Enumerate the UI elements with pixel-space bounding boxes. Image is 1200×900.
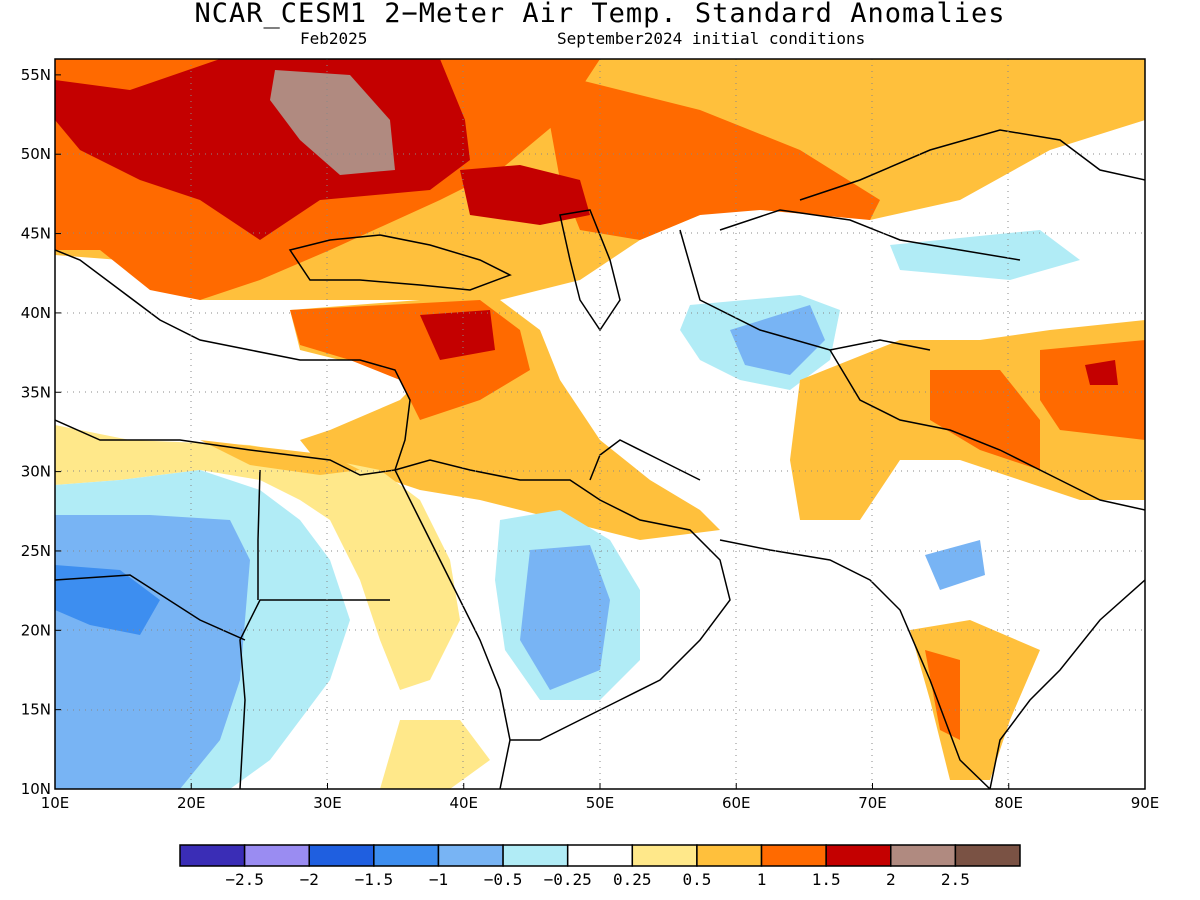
coastlines xyxy=(55,129,1145,789)
lat-tick-label: 45N xyxy=(21,225,51,243)
colorbar-swatch xyxy=(566,844,634,867)
colorbar-swatch xyxy=(437,844,504,867)
lat-tick-label: 40N xyxy=(21,304,51,322)
colorbar-swatch xyxy=(631,844,698,867)
lon-tick-label: 80E xyxy=(994,794,1023,812)
colorbar-swatch xyxy=(890,844,957,867)
colorbar-swatch xyxy=(243,844,310,867)
lat-tick-label: 15N xyxy=(21,701,51,719)
colorbar-swatch xyxy=(373,844,440,867)
colorbar-label: 0.5 xyxy=(682,870,711,889)
lon-tick-label: 30E xyxy=(313,794,342,812)
lon-tick-labels: 10E 20E 30E 40E 50E 60E 70E 80E 90E xyxy=(41,783,1160,812)
colorbar-label: −0.25 xyxy=(544,870,592,889)
colorbar-label: −1.5 xyxy=(355,870,394,889)
lat-tick-label: 25N xyxy=(21,542,51,560)
lat-tick-labels: 55N 50N 45N 40N 35N 30N 25N 20N 15N 10N xyxy=(21,66,61,798)
colorbar-swatch xyxy=(179,844,246,867)
lat-tick-label: 10N xyxy=(21,780,51,798)
colorbar-label: 2.5 xyxy=(941,870,970,889)
colorbar-swatch xyxy=(825,844,892,867)
lat-tick-label: 35N xyxy=(21,383,51,401)
lon-tick-label: 40E xyxy=(449,794,478,812)
colorbar-label: 1 xyxy=(757,870,767,889)
colorbar-label: −2.5 xyxy=(225,870,264,889)
colorbar-label: −2 xyxy=(300,870,319,889)
colorbar-swatch xyxy=(760,844,827,867)
lon-tick-label: 10E xyxy=(41,794,70,812)
colorbar-label: 1.5 xyxy=(812,870,841,889)
colorbar: −2.5 −2 −1.5 −1 −0.5 −0.25 0.25 0.5 1 1.5 2 2.5 xyxy=(179,844,1021,889)
colorbar-label: 0.25 xyxy=(613,870,652,889)
lon-tick-label: 90E xyxy=(1131,794,1160,812)
map-title: NCAR_CESM1 2−Meter Air Temp. Standard An… xyxy=(194,0,1006,29)
lon-tick-label: 70E xyxy=(858,794,887,812)
colorbar-label: 2 xyxy=(886,870,896,889)
forecast-month: Feb2025 xyxy=(300,29,368,48)
anomaly-field xyxy=(55,59,1145,789)
lon-tick-label: 50E xyxy=(586,794,615,812)
colorbar-swatch xyxy=(308,844,375,867)
colorbar-swatch xyxy=(502,844,569,867)
lat-tick-label: 55N xyxy=(21,66,51,84)
colorbar-swatch xyxy=(696,844,763,867)
lat-tick-label: 30N xyxy=(21,463,51,481)
colorbar-label: −0.5 xyxy=(484,870,523,889)
colorbar-label: −1 xyxy=(429,870,448,889)
lat-tick-label: 20N xyxy=(21,621,51,639)
lat-tick-label: 50N xyxy=(21,145,51,163)
lon-tick-label: 60E xyxy=(722,794,751,812)
initial-conditions: September2024 initial conditions xyxy=(557,29,866,48)
lon-tick-label: 20E xyxy=(177,794,206,812)
colorbar-swatch xyxy=(954,844,1021,867)
